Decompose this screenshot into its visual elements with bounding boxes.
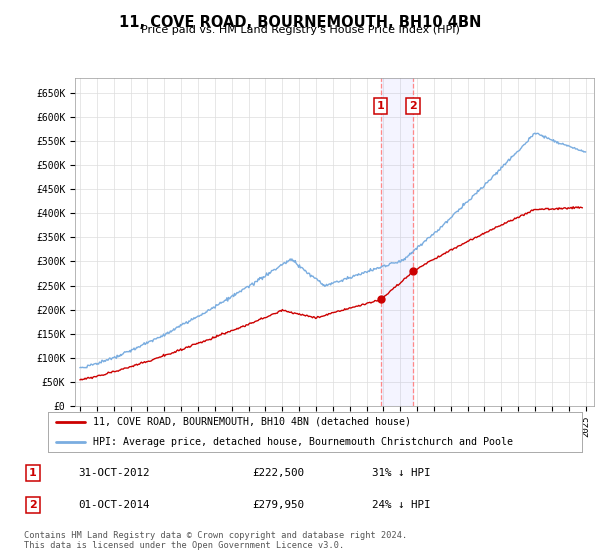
Text: 11, COVE ROAD, BOURNEMOUTH, BH10 4BN (detached house): 11, COVE ROAD, BOURNEMOUTH, BH10 4BN (de…: [94, 417, 412, 427]
Text: 31-OCT-2012: 31-OCT-2012: [78, 468, 149, 478]
Text: 31% ↓ HPI: 31% ↓ HPI: [372, 468, 431, 478]
Text: Contains HM Land Registry data © Crown copyright and database right 2024.
This d: Contains HM Land Registry data © Crown c…: [24, 531, 407, 550]
Text: 1: 1: [29, 468, 37, 478]
Text: £279,950: £279,950: [252, 500, 304, 510]
Text: Price paid vs. HM Land Registry's House Price Index (HPI): Price paid vs. HM Land Registry's House …: [140, 25, 460, 35]
Text: £222,500: £222,500: [252, 468, 304, 478]
Text: 1: 1: [377, 101, 385, 111]
Text: 2: 2: [29, 500, 37, 510]
Text: HPI: Average price, detached house, Bournemouth Christchurch and Poole: HPI: Average price, detached house, Bour…: [94, 437, 514, 447]
Text: 01-OCT-2014: 01-OCT-2014: [78, 500, 149, 510]
Text: 2: 2: [409, 101, 417, 111]
Bar: [380, 78, 413, 406]
Text: 24% ↓ HPI: 24% ↓ HPI: [372, 500, 431, 510]
Text: 11, COVE ROAD, BOURNEMOUTH, BH10 4BN: 11, COVE ROAD, BOURNEMOUTH, BH10 4BN: [119, 15, 481, 30]
